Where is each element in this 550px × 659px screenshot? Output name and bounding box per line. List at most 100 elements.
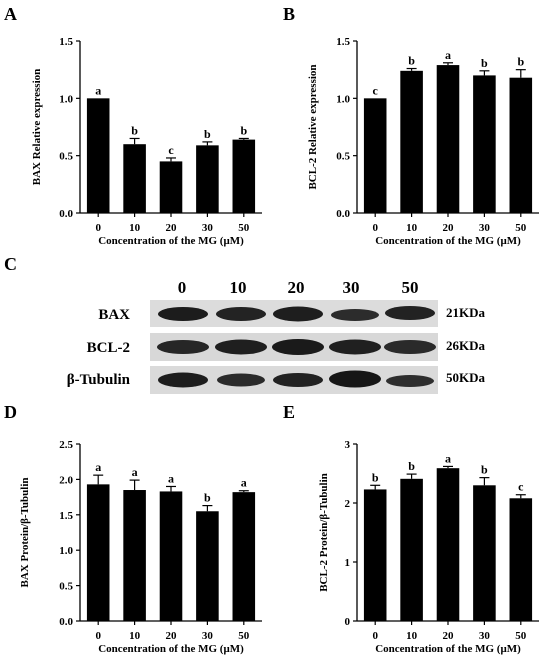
significance-letter: b xyxy=(204,491,211,505)
x-tick-label: 20 xyxy=(443,222,455,234)
band-bax-0 xyxy=(158,307,208,321)
lane-label-20: 20 xyxy=(288,278,305,297)
y-tick-label: 2 xyxy=(345,498,351,510)
y-tick-label: 2.0 xyxy=(59,474,73,486)
significance-letter: a xyxy=(132,465,138,479)
blot-row-label-tubulin: β-Tubulin xyxy=(67,372,131,388)
band-bcl2-50 xyxy=(384,340,436,354)
y-tick-label: 1.5 xyxy=(59,510,73,522)
bar xyxy=(123,144,146,213)
y-tick-label: 1.0 xyxy=(59,93,73,105)
x-tick-label: 0 xyxy=(95,222,101,234)
significance-letter: b xyxy=(240,123,247,137)
bar xyxy=(232,492,256,621)
y-axis-label: BCL-2 Relative expression xyxy=(307,64,319,189)
x-tick-label: 10 xyxy=(406,630,418,642)
significance-letter: a xyxy=(95,460,101,474)
significance-letter: b xyxy=(481,463,488,477)
significance-letter: a xyxy=(241,476,247,490)
x-tick-label: 50 xyxy=(238,630,250,642)
y-tick-label: 1.5 xyxy=(59,36,73,48)
band-bcl2-10 xyxy=(215,339,267,355)
x-axis-label: Concentration of the MG (μM) xyxy=(375,235,521,247)
x-tick-label: 30 xyxy=(479,222,491,234)
y-axis-label: BAX Relative expression xyxy=(31,69,43,186)
significance-letter: b xyxy=(408,459,415,473)
y-axis-label: BCL-2 Protein/β-Tubulin xyxy=(318,473,330,592)
panel-letter-c: C xyxy=(4,254,17,274)
band-bax-30 xyxy=(331,309,379,321)
x-tick-label: 20 xyxy=(166,222,178,234)
significance-letter: a xyxy=(445,451,451,465)
x-tick-label: 0 xyxy=(95,630,101,642)
x-tick-label: 30 xyxy=(202,222,214,234)
significance-letter: b xyxy=(481,56,488,70)
bar xyxy=(509,77,533,214)
significance-letter: a xyxy=(168,471,174,485)
band-tubulin-0 xyxy=(158,372,208,388)
y-tick-label: 0.5 xyxy=(59,151,73,163)
lane-label-30: 30 xyxy=(343,278,360,297)
y-tick-label: 0.5 xyxy=(336,151,350,163)
band-bcl2-20 xyxy=(272,339,324,355)
panel-letter-b: B xyxy=(283,4,295,24)
bar-chart-bax-protein: 0.0 0.5 1.0 1.5 2.0 2.5 a 0 a 10 a 20 b 30 a 50Concentr… xyxy=(19,439,262,655)
x-tick-label: 50 xyxy=(515,630,527,642)
significance-letter: c xyxy=(518,480,524,494)
y-tick-label: 1.0 xyxy=(336,93,350,105)
y-tick-label: 1 xyxy=(345,557,351,569)
bar xyxy=(436,65,460,213)
lane-label-50: 50 xyxy=(402,278,419,297)
significance-letter: b xyxy=(131,123,138,137)
x-axis-label: Concentration of the MG (μM) xyxy=(98,643,244,655)
bar xyxy=(400,70,423,214)
bar xyxy=(509,498,533,621)
blot-size-label-bax: 21KDa xyxy=(446,305,486,320)
band-bcl2-0 xyxy=(157,340,209,354)
y-tick-label: 0.0 xyxy=(59,616,73,628)
bar xyxy=(86,98,110,213)
x-tick-label: 0 xyxy=(372,630,378,642)
y-axis-label: BAX Protein/β-Tubulin xyxy=(19,477,31,587)
y-tick-label: 1.5 xyxy=(336,36,350,48)
significance-letter: a xyxy=(95,83,101,97)
significance-letter: b xyxy=(204,127,211,141)
significance-letter: b xyxy=(372,470,379,484)
band-tubulin-30 xyxy=(329,370,381,388)
x-axis-label: Concentration of the MG (μM) xyxy=(98,235,244,247)
bar xyxy=(436,468,460,621)
bar xyxy=(473,75,496,214)
bar-chart-bax-relative: 0.0 0.5 1.0 1.5 a 0 b 10 c 20 b 30 b 50Concentration … xyxy=(31,36,262,247)
band-bax-10 xyxy=(216,307,266,321)
x-tick-label: 30 xyxy=(479,630,491,642)
significance-letter: c xyxy=(168,143,174,157)
panel-letter-d: D xyxy=(4,402,17,422)
bar xyxy=(159,491,183,621)
x-tick-label: 20 xyxy=(166,630,178,642)
bar xyxy=(473,485,496,621)
y-tick-label: 0.0 xyxy=(59,208,73,220)
y-tick-label: 0 xyxy=(345,616,351,628)
western-blot: 0 10 20 30 50 BAX BCL-2 β-Tubulin 21KDa … xyxy=(67,278,486,394)
bar xyxy=(363,98,387,213)
y-tick-label: 0.0 xyxy=(336,208,350,220)
x-axis-label: Concentration of the MG (μM) xyxy=(375,643,521,655)
x-tick-label: 10 xyxy=(129,630,141,642)
lane-label-0: 0 xyxy=(178,278,187,297)
panel-letter-a: A xyxy=(4,4,17,24)
y-tick-label: 2.5 xyxy=(59,439,73,451)
bar xyxy=(159,161,183,213)
bar xyxy=(123,490,146,621)
bar xyxy=(196,511,219,621)
bar xyxy=(400,478,423,621)
y-tick-label: 0.5 xyxy=(59,581,73,593)
bar xyxy=(86,484,110,621)
band-tubulin-50 xyxy=(386,375,434,387)
significance-letter: b xyxy=(517,55,524,69)
band-tubulin-20 xyxy=(273,373,323,387)
x-tick-label: 50 xyxy=(515,222,527,234)
x-tick-label: 10 xyxy=(129,222,141,234)
band-bcl2-30 xyxy=(329,339,381,355)
band-tubulin-10 xyxy=(217,373,265,387)
